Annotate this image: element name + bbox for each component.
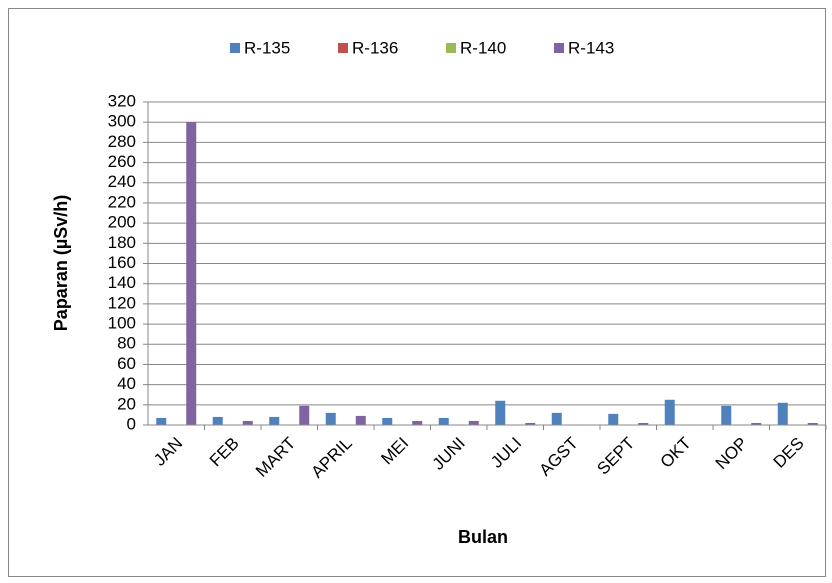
y-tick-label: 140 <box>108 273 136 292</box>
y-tick-label: 260 <box>108 152 136 171</box>
y-tick-label: 0 <box>127 414 136 433</box>
legend-label: R-136 <box>352 38 398 57</box>
y-tick-label: 40 <box>117 374 136 393</box>
bar <box>186 122 197 425</box>
legend-label: R-135 <box>244 38 290 57</box>
bar <box>721 405 732 425</box>
legend-label: R-140 <box>460 38 506 57</box>
bar <box>777 402 788 425</box>
bar <box>664 399 675 425</box>
bar <box>355 415 366 425</box>
y-tick-label: 80 <box>117 334 136 353</box>
y-axis-label: Paparan (µSv/h) <box>51 195 71 331</box>
bar <box>242 420 253 425</box>
bar <box>156 417 167 425</box>
legend-swatch <box>230 43 240 53</box>
y-tick-label: 120 <box>108 293 136 312</box>
legend-swatch <box>554 43 564 53</box>
bar <box>382 417 393 425</box>
bar <box>551 412 562 425</box>
legend-swatch <box>338 43 348 53</box>
bar <box>525 422 536 425</box>
bar <box>412 420 423 425</box>
bar <box>751 422 762 425</box>
bar <box>269 416 280 425</box>
legend-label: R-143 <box>568 38 614 57</box>
bar <box>325 412 336 425</box>
y-tick-label: 200 <box>108 213 136 232</box>
y-tick-label: 60 <box>117 354 136 373</box>
y-tick-label: 300 <box>108 112 136 131</box>
y-tick-label: 100 <box>108 314 136 333</box>
bar <box>638 422 649 425</box>
y-tick-label: 160 <box>108 253 136 272</box>
y-tick-label: 220 <box>108 192 136 211</box>
y-tick-label: 280 <box>108 132 136 151</box>
legend-swatch <box>446 43 456 53</box>
y-tick-label: 240 <box>108 172 136 191</box>
chart-border <box>8 8 826 577</box>
y-tick-label: 320 <box>108 91 136 110</box>
bar <box>212 416 223 425</box>
y-tick-label: 180 <box>108 233 136 252</box>
bar <box>468 420 479 425</box>
x-axis-label: Bulan <box>458 527 508 547</box>
bar <box>495 400 506 425</box>
bar <box>438 417 449 425</box>
bar <box>299 405 310 425</box>
bar <box>807 422 818 425</box>
bar <box>608 413 619 425</box>
y-tick-label: 20 <box>117 394 136 413</box>
